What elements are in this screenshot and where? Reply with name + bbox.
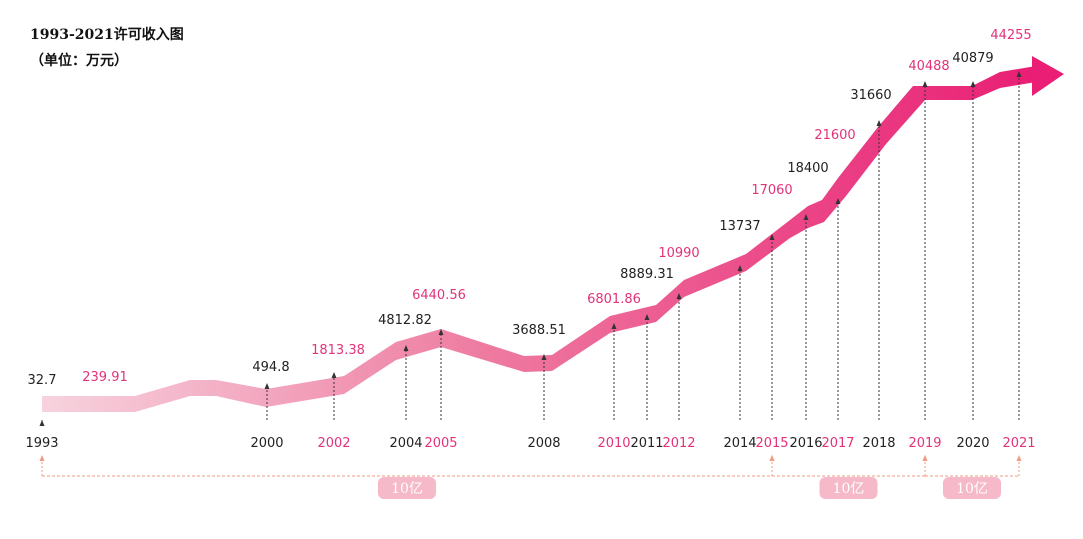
value-label: 1813.38 <box>311 343 365 358</box>
year-pointer-arrowhead <box>438 329 444 335</box>
year-pointer-arrowhead <box>803 214 809 220</box>
year-pointer-arrowhead <box>922 81 928 87</box>
year-label: 2002 <box>317 436 350 451</box>
year-pointer-arrowhead <box>769 234 775 240</box>
year-label: 2015 <box>755 436 788 451</box>
value-label: 494.8 <box>252 360 289 375</box>
year-pointer-arrowhead <box>644 314 650 320</box>
year-pointer-arrowhead <box>541 354 547 360</box>
milestone-badge-label: 10亿 <box>956 481 988 497</box>
year-pointer-arrowhead <box>970 81 976 87</box>
milestone-bracket-layer: 10亿 10亿 10亿 <box>39 455 1022 499</box>
year-label: 2019 <box>908 436 941 451</box>
year-pointer-layer <box>39 71 1022 426</box>
value-label: 6801.86 <box>587 292 641 307</box>
milestone-badge-label: 10亿 <box>391 481 423 497</box>
year-pointer-arrowhead <box>737 265 743 271</box>
year-pointer-arrowhead <box>835 198 841 204</box>
year-label: 2020 <box>956 436 989 451</box>
value-label: 3688.51 <box>512 323 566 338</box>
value-label: 6440.56 <box>412 288 466 303</box>
year-label: 1993 <box>25 436 58 451</box>
milestone-badge <box>943 477 1001 499</box>
value-label: 239.91 <box>82 370 128 385</box>
milestone-marker-arrowhead <box>922 455 928 461</box>
milestone-badge <box>378 477 436 499</box>
value-label: 44255 <box>990 28 1031 43</box>
year-label: 2021 <box>1002 436 1035 451</box>
year-label: 2011 <box>630 436 663 451</box>
year-label: 2010 <box>597 436 630 451</box>
milestone-badge-label: 10亿 <box>833 481 865 497</box>
value-label-layer: 32.7 494.8 1813.38 4812.82 6440.56 3688.51 680… <box>28 28 1032 388</box>
year-label: 2004 <box>389 436 422 451</box>
year-label: 2012 <box>662 436 695 451</box>
value-label: 18400 <box>787 161 828 176</box>
year-pointer-arrowhead <box>876 120 882 126</box>
value-label: 40488 <box>908 59 949 74</box>
year-pointer-arrowhead <box>264 383 270 389</box>
year-pointer-arrowhead <box>403 345 409 351</box>
value-label: 17060 <box>751 183 792 198</box>
year-pointer-arrowhead <box>39 420 45 426</box>
year-label: 2014 <box>723 436 756 451</box>
milestone-marker-arrowhead <box>39 455 45 461</box>
revenue-ribbon <box>42 66 1036 412</box>
value-label: 31660 <box>850 88 891 103</box>
year-label: 2017 <box>821 436 854 451</box>
revenue-ribbon-layer <box>42 56 1064 412</box>
milestone-marker-arrowhead <box>1016 455 1022 461</box>
chart-title: 1993-2021许可收入图 <box>30 27 184 43</box>
value-label: 40879 <box>952 51 993 66</box>
year-label: 2000 <box>250 436 283 451</box>
milestone-marker-arrowhead <box>769 455 775 461</box>
year-pointer-arrowhead <box>676 293 682 299</box>
value-label: 32.7 <box>28 373 57 388</box>
value-label: 21600 <box>814 128 855 143</box>
year-label: 2008 <box>527 436 560 451</box>
year-pointer-arrowhead <box>331 372 337 378</box>
year-pointer-arrowhead <box>611 323 617 329</box>
value-label: 13737 <box>719 219 760 234</box>
year-pointer-arrowhead <box>1016 71 1022 77</box>
value-label: 10990 <box>658 246 699 261</box>
year-label: 2005 <box>424 436 457 451</box>
value-label: 4812.82 <box>378 313 432 328</box>
chart-subtitle: （单位：万元） <box>30 53 128 69</box>
year-label: 2018 <box>862 436 895 451</box>
milestone-badge <box>819 477 878 499</box>
value-label: 8889.31 <box>620 267 674 282</box>
year-label: 2016 <box>789 436 822 451</box>
ribbon-arrowhead <box>1032 56 1064 96</box>
